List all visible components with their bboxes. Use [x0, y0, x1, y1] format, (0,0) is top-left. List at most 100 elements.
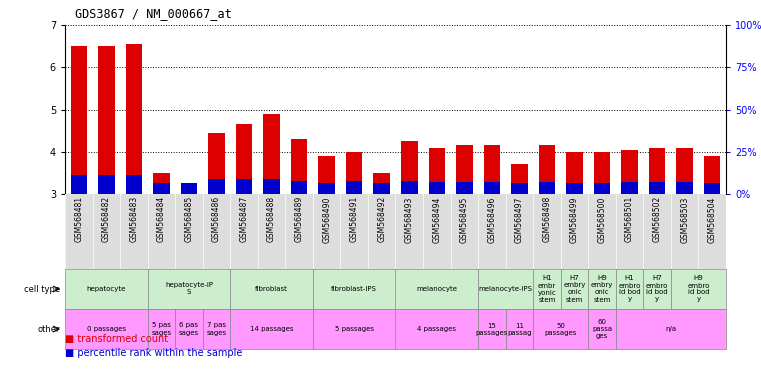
Text: other: other	[37, 324, 60, 333]
Bar	[180, 184, 197, 194]
Bar	[704, 156, 721, 194]
Text: GSM568496: GSM568496	[487, 196, 496, 243]
Text: H9
embro
id bod
y: H9 embro id bod y	[687, 275, 710, 303]
Bar	[346, 181, 362, 194]
Text: GSM568489: GSM568489	[295, 196, 304, 243]
Bar	[148, 309, 175, 349]
Text: 60
passa
ges: 60 passa ges	[592, 319, 612, 339]
Bar	[621, 150, 638, 194]
Bar	[65, 269, 148, 309]
Text: hepatocyte: hepatocyte	[87, 286, 126, 292]
Bar	[621, 182, 638, 194]
Bar	[396, 309, 478, 349]
Bar	[616, 269, 643, 309]
Text: GSM568504: GSM568504	[708, 196, 717, 243]
Text: ■ percentile rank within the sample: ■ percentile rank within the sample	[65, 348, 242, 358]
Text: 14 passages: 14 passages	[250, 326, 293, 332]
Text: GDS3867 / NM_000667_at: GDS3867 / NM_000667_at	[75, 7, 232, 20]
Bar	[588, 309, 616, 349]
Text: GSM568502: GSM568502	[653, 196, 661, 243]
Bar	[209, 133, 224, 194]
Text: 50
passages: 50 passages	[545, 323, 577, 336]
Text: GSM568481: GSM568481	[75, 196, 83, 242]
Bar	[649, 182, 665, 194]
Bar	[428, 147, 445, 194]
Bar	[374, 173, 390, 194]
Bar	[374, 184, 390, 194]
Text: H1
embro
id bod
y: H1 embro id bod y	[619, 275, 641, 303]
Text: GSM568487: GSM568487	[240, 196, 249, 243]
Bar	[313, 269, 396, 309]
Bar	[566, 184, 583, 194]
Text: 0 passages: 0 passages	[87, 326, 126, 332]
Bar	[456, 182, 473, 194]
Text: GSM568488: GSM568488	[267, 196, 276, 242]
Bar	[202, 309, 231, 349]
Bar	[263, 114, 280, 194]
Bar	[594, 152, 610, 194]
Bar	[396, 269, 478, 309]
Bar	[401, 181, 418, 194]
Bar	[505, 309, 533, 349]
Bar	[209, 179, 224, 194]
Bar	[401, 141, 418, 194]
Text: GSM568493: GSM568493	[405, 196, 414, 243]
Bar	[643, 269, 671, 309]
Bar	[65, 309, 148, 349]
Bar	[511, 164, 527, 194]
Text: GSM568491: GSM568491	[350, 196, 358, 243]
Bar	[456, 146, 473, 194]
Text: 6 pas
sages: 6 pas sages	[179, 323, 199, 336]
Bar	[588, 269, 616, 309]
Text: GSM568499: GSM568499	[570, 196, 579, 243]
Bar	[616, 309, 726, 349]
Bar	[180, 184, 197, 194]
Bar	[566, 152, 583, 194]
Bar	[148, 269, 231, 309]
Bar	[704, 184, 721, 194]
Text: fibroblast-IPS: fibroblast-IPS	[331, 286, 377, 292]
Bar	[478, 269, 533, 309]
Text: H7
embro
id bod
y: H7 embro id bod y	[646, 275, 668, 303]
Text: 11
passag: 11 passag	[507, 323, 532, 336]
Text: GSM568501: GSM568501	[625, 196, 634, 243]
Bar	[236, 179, 253, 194]
Text: GSM568497: GSM568497	[515, 196, 524, 243]
Bar	[71, 46, 87, 194]
Bar	[291, 181, 307, 194]
Bar	[126, 175, 142, 194]
Bar	[318, 184, 335, 194]
Bar	[231, 309, 313, 349]
Bar	[649, 147, 665, 194]
Text: melanocyte-IPS: melanocyte-IPS	[479, 286, 533, 292]
Bar	[98, 175, 115, 194]
Bar	[539, 182, 556, 194]
Text: 15
passages: 15 passages	[476, 323, 508, 336]
Text: 5 pas
sages: 5 pas sages	[151, 323, 171, 336]
Text: GSM568482: GSM568482	[102, 196, 111, 242]
Bar	[98, 46, 115, 194]
Text: H9
embry
onic
stem: H9 embry onic stem	[591, 275, 613, 303]
Text: fibroblast: fibroblast	[255, 286, 288, 292]
Bar	[561, 269, 588, 309]
Text: GSM568486: GSM568486	[212, 196, 221, 243]
Bar	[533, 269, 561, 309]
Text: H1
embr
yonic
stem: H1 embr yonic stem	[537, 275, 556, 303]
Text: H7
embry
onic
stem: H7 embry onic stem	[563, 275, 586, 303]
Text: n/a: n/a	[665, 326, 677, 332]
Bar	[677, 182, 693, 194]
Bar	[231, 269, 313, 309]
Text: ■ transformed count: ■ transformed count	[65, 334, 168, 344]
Bar	[236, 124, 253, 194]
Bar	[346, 152, 362, 194]
Bar	[478, 309, 505, 349]
Bar	[291, 139, 307, 194]
Text: GSM568495: GSM568495	[460, 196, 469, 243]
Text: GSM568490: GSM568490	[322, 196, 331, 243]
Text: 5 passages: 5 passages	[335, 326, 374, 332]
Text: 4 passages: 4 passages	[417, 326, 457, 332]
Text: GSM568484: GSM568484	[157, 196, 166, 243]
Bar	[511, 184, 527, 194]
Bar	[153, 184, 170, 194]
Text: hepatocyte-iP
S: hepatocyte-iP S	[165, 283, 213, 296]
